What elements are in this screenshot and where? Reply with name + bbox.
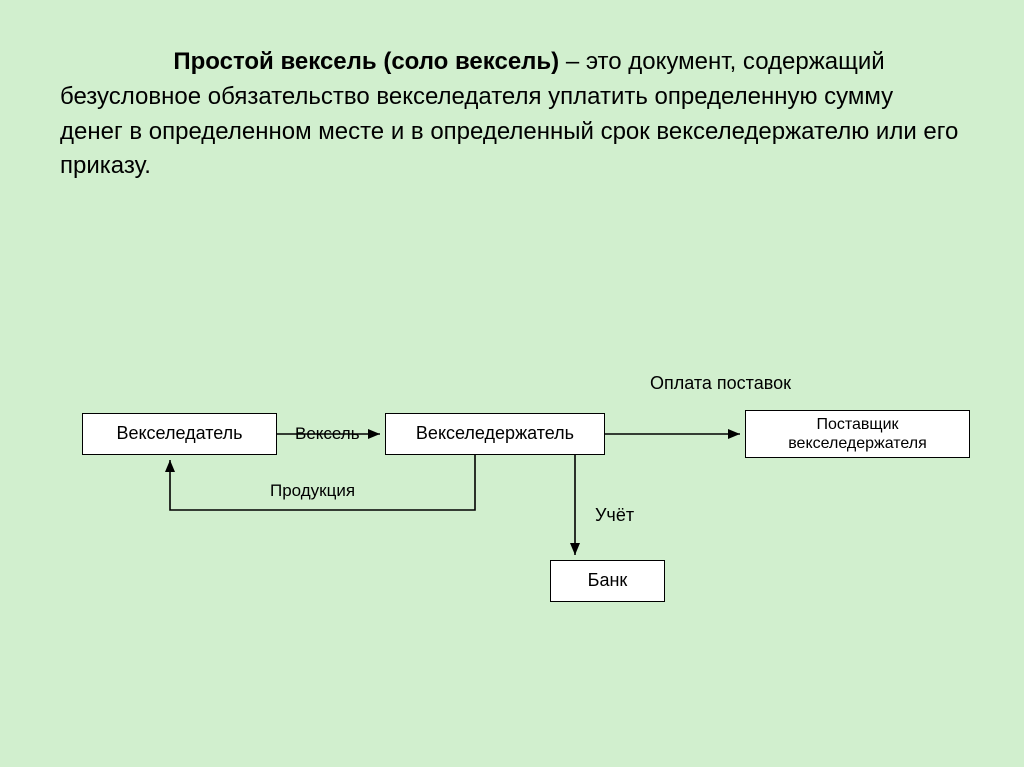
node-label: Поставщик векселедержателя — [746, 415, 969, 453]
paragraph-indent — [60, 48, 173, 75]
node-label: Банк — [588, 570, 628, 592]
edge-label-uchet: Учёт — [595, 505, 634, 526]
node-bank: Банк — [550, 560, 665, 602]
edge-label-produktsiya: Продукция — [270, 481, 355, 501]
node-postavshchik: Поставщик векселедержателя — [745, 410, 970, 458]
node-vekselederzhatel: Векселедержатель — [385, 413, 605, 455]
edge-label-veksel: Вексель — [295, 424, 360, 444]
paragraph-bold: Простой вексель (соло вексель) — [173, 48, 559, 75]
node-label: Векселедержатель — [416, 423, 574, 445]
node-label: Векселедатель — [116, 423, 242, 445]
node-vekseledatel: Векселедатель — [82, 413, 277, 455]
definition-paragraph: Простой вексель (соло вексель) – это док… — [60, 45, 960, 184]
edge-label-oplata: Оплата поставок — [650, 373, 791, 394]
